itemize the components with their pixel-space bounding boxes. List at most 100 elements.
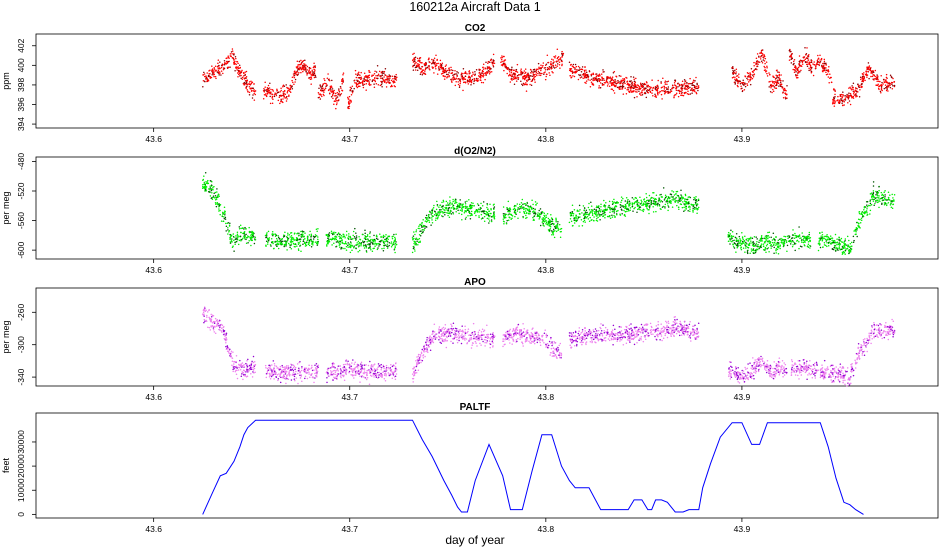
data-point: [473, 82, 475, 85]
data-point: [319, 98, 322, 100]
data-point: [619, 204, 622, 206]
data-point: [633, 198, 635, 200]
data-point: [856, 88, 858, 90]
data-point: [536, 213, 539, 216]
data-point: [635, 90, 637, 93]
data-point: [652, 205, 654, 208]
data-point: [697, 198, 700, 201]
data-point: [449, 210, 451, 212]
data-point: [292, 237, 295, 239]
data-point: [788, 59, 791, 61]
data-point: [329, 90, 332, 92]
data-point: [530, 70, 533, 73]
data-point: [413, 231, 415, 233]
data-point: [533, 215, 535, 218]
data-point: [202, 79, 205, 82]
data-point: [760, 234, 763, 237]
data-point: [443, 208, 445, 211]
data-point: [753, 61, 755, 64]
data-point: [226, 57, 228, 59]
data-point: [431, 222, 434, 224]
data-point: [825, 67, 827, 69]
data-point: [326, 240, 328, 242]
data-point: [607, 83, 609, 85]
data-point: [252, 94, 254, 96]
data-point: [283, 85, 286, 88]
data-point: [300, 59, 302, 62]
data-point: [657, 87, 659, 90]
data-point: [746, 84, 749, 87]
data-point: [233, 250, 235, 252]
data-point: [512, 208, 515, 211]
data-point: [505, 223, 508, 225]
data-point: [333, 233, 335, 235]
data-point: [539, 208, 542, 210]
y-tick-label: -520: [16, 182, 26, 199]
data-point: [535, 68, 538, 70]
data-point: [651, 89, 654, 92]
data-point: [650, 196, 653, 199]
data-point: [355, 239, 357, 241]
data-point: [302, 70, 304, 73]
data-point: [313, 71, 316, 73]
data-point: [852, 82, 855, 84]
data-point: [444, 75, 446, 78]
data-point: [632, 87, 635, 90]
data-point: [570, 213, 573, 215]
data-point: [413, 240, 415, 243]
data-point: [681, 206, 684, 209]
data-point: [214, 195, 217, 197]
data-point: [229, 236, 231, 239]
data-point: [672, 198, 675, 200]
data-point: [684, 203, 687, 205]
data-point: [687, 82, 690, 85]
data-point: [544, 71, 546, 73]
data-point: [597, 216, 599, 219]
data-point: [531, 75, 534, 77]
data-point: [682, 94, 685, 97]
data-point: [695, 91, 697, 94]
data-point: [655, 202, 657, 205]
data-point: [621, 79, 624, 82]
data-point: [243, 72, 245, 75]
data-point: [313, 72, 315, 75]
data-point: [240, 71, 243, 73]
data-point: [525, 204, 528, 206]
data-point: [596, 80, 599, 83]
data-point: [772, 84, 775, 87]
data-point: [575, 216, 577, 218]
data-point: [676, 204, 678, 207]
data-point: [207, 190, 210, 193]
data-point: [493, 213, 495, 215]
data-point: [435, 54, 437, 56]
data-point: [275, 240, 278, 243]
data-point: [232, 233, 235, 235]
data-point: [536, 74, 538, 77]
data-point: [287, 242, 290, 245]
data-point: [568, 61, 571, 64]
data-point: [849, 92, 852, 95]
data-point: [470, 210, 473, 213]
data-point: [486, 208, 489, 211]
data-point: [790, 54, 792, 56]
data-point: [749, 78, 752, 81]
data-point: [512, 75, 514, 77]
data-point: [280, 89, 282, 92]
data-point: [392, 243, 394, 245]
data-point: [865, 72, 868, 74]
data-point: [473, 77, 476, 80]
data-point: [215, 198, 218, 200]
data-point: [694, 80, 696, 82]
data-point: [379, 77, 382, 79]
data-point: [747, 72, 750, 75]
data-point: [547, 223, 549, 225]
data-point: [755, 57, 758, 59]
data-point: [223, 206, 226, 209]
data-point: [623, 80, 626, 83]
data-point: [766, 65, 768, 68]
data-point: [202, 73, 204, 76]
data-point: [603, 214, 605, 216]
data-point: [659, 208, 662, 210]
data-point: [452, 213, 455, 215]
data-point: [832, 100, 835, 102]
